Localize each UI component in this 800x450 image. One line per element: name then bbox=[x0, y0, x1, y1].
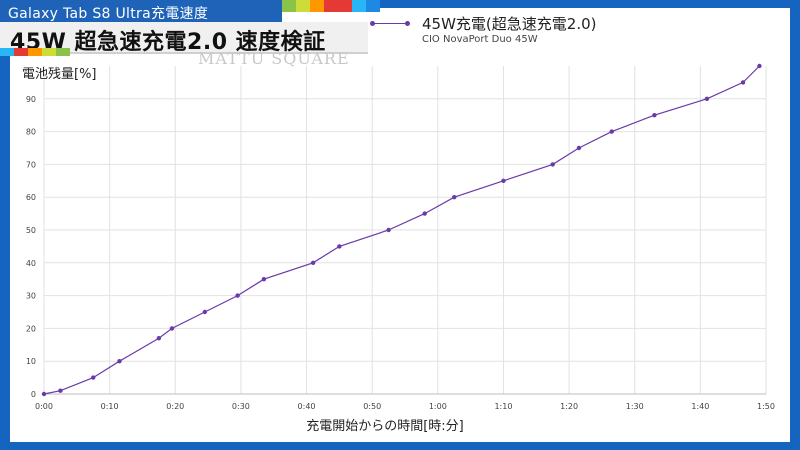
strip-block bbox=[42, 48, 56, 56]
legend-marker-dot bbox=[405, 21, 410, 26]
y-tick-label: 10 bbox=[26, 357, 36, 366]
chart-panel: 0 10 20 30 40 50 60 70 80 90 0:00 0:10 0:20 0:30 0:40 0… bbox=[10, 8, 790, 442]
y-tick-label: 80 bbox=[26, 128, 36, 137]
color-strip-secondary bbox=[0, 48, 70, 56]
data-point bbox=[337, 244, 342, 249]
legend-marker-dot bbox=[370, 21, 375, 26]
data-point bbox=[58, 388, 63, 393]
strip-block bbox=[14, 48, 28, 56]
strip-block bbox=[56, 48, 70, 56]
x-tick-label: 1:10 bbox=[494, 402, 512, 411]
y-tick-label: 90 bbox=[26, 95, 36, 104]
x-tick-label: 1:30 bbox=[626, 402, 644, 411]
x-tick-label: 0:40 bbox=[298, 402, 316, 411]
legend-series-name: 45W充電(超急速充電2.0) bbox=[422, 15, 597, 33]
data-point bbox=[156, 336, 162, 341]
y-tick-label: 40 bbox=[26, 259, 36, 268]
x-tick-label: 0:30 bbox=[232, 402, 250, 411]
banner-title: Galaxy Tab S8 Ultra充電速度 bbox=[8, 6, 209, 22]
data-point bbox=[550, 162, 555, 167]
y-tick-label: 0 bbox=[31, 390, 36, 399]
strip-block bbox=[0, 48, 14, 56]
y-tick-label: 70 bbox=[26, 160, 36, 169]
series-line bbox=[43, 65, 760, 395]
data-point bbox=[576, 145, 582, 151]
top-banner: Galaxy Tab S8 Ultra充電速度 bbox=[0, 0, 282, 24]
data-point bbox=[740, 80, 746, 85]
x-axis-label: 充電開始からの時間[時:分] bbox=[306, 418, 464, 434]
strip-block bbox=[324, 0, 338, 12]
data-point bbox=[386, 227, 391, 233]
x-tick-label: 0:50 bbox=[363, 402, 381, 411]
x-tick-label: 1:20 bbox=[560, 402, 578, 411]
x-tick-label: 1:40 bbox=[691, 402, 709, 411]
x-tick-label: 0:10 bbox=[101, 402, 119, 411]
data-point bbox=[652, 113, 657, 118]
strip-block bbox=[296, 0, 310, 12]
watermark: MATTU SQUARE bbox=[198, 49, 350, 68]
x-tick-label: 1:50 bbox=[757, 402, 775, 411]
data-point bbox=[41, 391, 47, 397]
y-tick-label: 50 bbox=[26, 226, 36, 235]
strip-block bbox=[338, 0, 352, 12]
data-point bbox=[117, 359, 122, 364]
color-strip bbox=[282, 0, 380, 12]
x-tick-label: 1:00 bbox=[429, 402, 447, 411]
data-point bbox=[452, 195, 457, 200]
data-point bbox=[202, 309, 208, 315]
y-tick-label: 20 bbox=[26, 324, 36, 333]
data-point bbox=[261, 277, 267, 282]
data-point bbox=[169, 326, 175, 331]
x-tick-label: 0:20 bbox=[166, 402, 184, 411]
y-tick-label: 30 bbox=[26, 292, 36, 301]
data-point bbox=[704, 96, 710, 102]
strip-block bbox=[282, 0, 296, 12]
data-point bbox=[501, 178, 506, 183]
legend-line-swatch bbox=[372, 23, 408, 24]
strip-block bbox=[366, 0, 380, 12]
strip-block bbox=[352, 0, 366, 12]
strip-block bbox=[310, 0, 324, 12]
data-point bbox=[91, 375, 96, 380]
data-point bbox=[235, 293, 240, 298]
line-chart: 0 10 20 30 40 50 60 70 80 90 0:00 0:10 0:20 0:30 0:40 0… bbox=[22, 63, 775, 434]
x-tick-label: 0:00 bbox=[35, 402, 53, 411]
legend-series-subtitle: CIO NovaPort Duo 45W bbox=[422, 34, 538, 45]
data-point bbox=[422, 211, 427, 216]
data-point bbox=[609, 129, 614, 134]
y-axis-label: 電池残量[%] bbox=[22, 67, 97, 82]
strip-block bbox=[28, 48, 42, 56]
data-point bbox=[757, 63, 762, 69]
y-tick-label: 60 bbox=[26, 193, 36, 202]
data-point bbox=[310, 260, 316, 265]
